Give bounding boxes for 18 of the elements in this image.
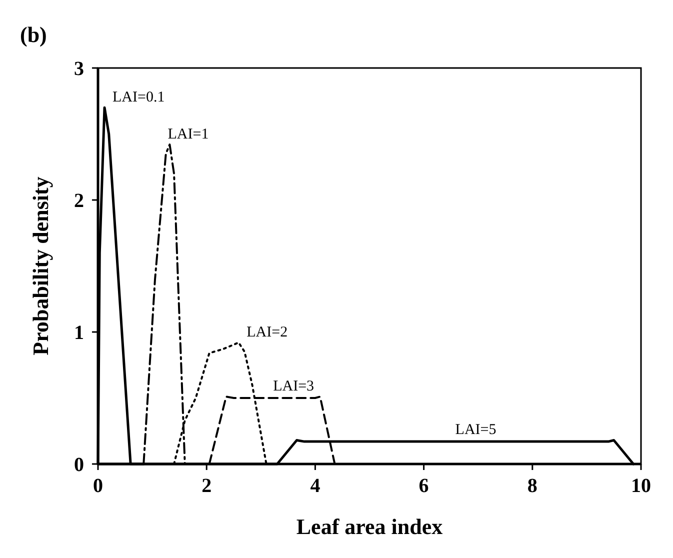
series-label: LAI=2: [246, 324, 288, 341]
x-tick-label: 0: [93, 475, 103, 497]
x-tick-label: 10: [631, 475, 651, 497]
x-tick-label: 2: [202, 475, 212, 497]
x-tick-label: 6: [418, 475, 429, 497]
y-tick-label: 0: [74, 454, 84, 476]
series-label: LAI=1: [168, 126, 209, 143]
series-label: LAI=3: [273, 378, 314, 395]
x-axis-title: Leaf area index: [296, 514, 443, 539]
y-tick-label: 3: [74, 58, 84, 80]
y-tick-label: 1: [74, 322, 84, 344]
x-tick-label: 8: [527, 475, 538, 497]
series-label: LAI=5: [455, 422, 496, 438]
series-label: LAI=0.1: [112, 90, 165, 106]
x-tick-label: 4: [310, 475, 320, 497]
chart-title: (b): [20, 22, 47, 47]
y-tick-label: 2: [74, 190, 84, 212]
y-axis-title: Probability density: [28, 176, 53, 356]
